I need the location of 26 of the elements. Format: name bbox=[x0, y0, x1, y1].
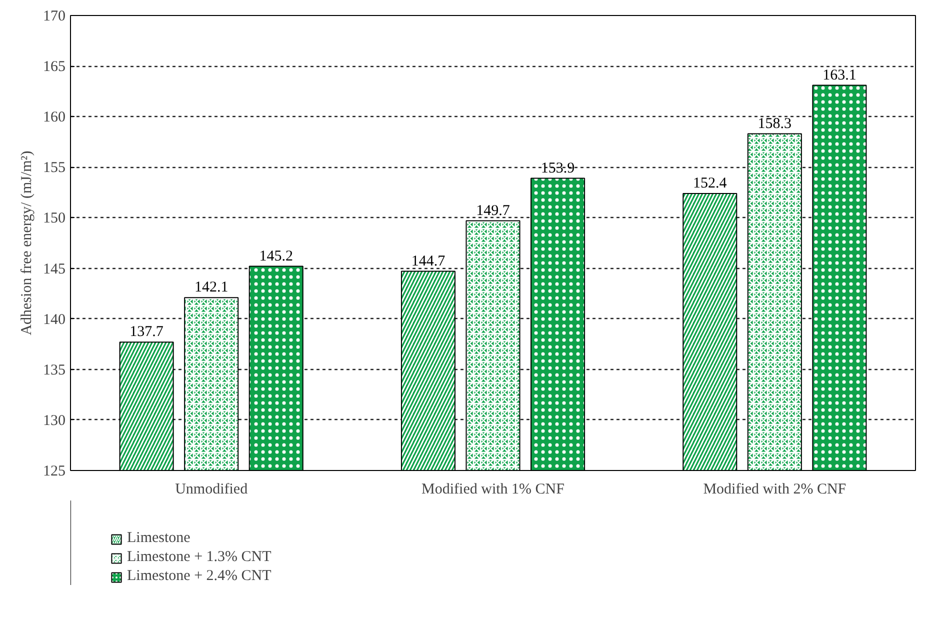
data-label: 158.3 bbox=[758, 116, 792, 132]
y-tick-label: 130 bbox=[43, 412, 66, 429]
y-tick-label: 125 bbox=[43, 464, 66, 480]
data-label: 163.1 bbox=[822, 67, 856, 84]
data-label: 153.9 bbox=[540, 160, 575, 176]
y-tick-label: 170 bbox=[43, 8, 66, 24]
data-label: 152.4 bbox=[693, 175, 728, 192]
y-tick-label: 150 bbox=[43, 210, 66, 227]
legend-label: Limestone + 2.4% CNT bbox=[127, 568, 272, 585]
legend-label: Limestone + 1.3% CNT bbox=[127, 549, 272, 566]
y-tick-label: 155 bbox=[43, 160, 66, 176]
y-tick-label: 165 bbox=[43, 59, 66, 76]
data-label: 149.7 bbox=[476, 202, 510, 219]
y-axis-title: Adhesion free energy/ (mJ/m²) bbox=[19, 150, 35, 336]
data-label: 145.2 bbox=[259, 248, 293, 264]
y-tick-label: 160 bbox=[43, 110, 66, 126]
y-tick-label: 145 bbox=[43, 261, 66, 278]
y-tick-label: 140 bbox=[43, 312, 66, 328]
x-tick-label: Modified with 1% CNF bbox=[422, 482, 564, 498]
data-label: 137.7 bbox=[130, 324, 164, 340]
data-label: 142.1 bbox=[194, 280, 228, 296]
y-tick-label: 135 bbox=[43, 362, 66, 378]
x-tick-label: Unmodified bbox=[175, 482, 248, 498]
legend-label: Limestone bbox=[127, 530, 190, 547]
data-label: 144.7 bbox=[411, 253, 446, 270]
x-tick-label: Modified with 2% CNF bbox=[703, 482, 846, 498]
